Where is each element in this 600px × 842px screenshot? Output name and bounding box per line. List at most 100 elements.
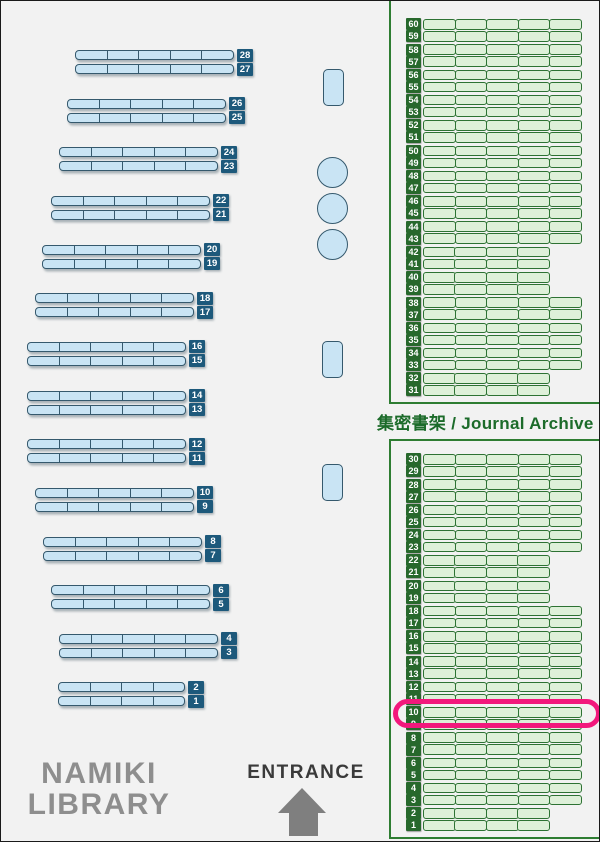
shelf-segment [517,373,551,384]
shelf-segment [423,466,456,477]
shelf-segment [486,359,519,371]
shelf-segment [549,732,582,743]
shelf-segment [454,541,488,553]
shelf-number-badge: 14 [189,389,205,403]
shelf-segment [138,245,170,254]
shelf-segment [517,347,551,359]
archive-number-badge: 48 [406,170,421,182]
shelf-segment [108,51,140,59]
shelf-segment [454,106,488,118]
shelf-segment [186,148,217,156]
shelf-segment [423,504,456,516]
shelf-row-highlighted [423,707,582,718]
shelf-segment [155,148,187,157]
shelf-segment [549,757,582,769]
archive-number-badge: 58 [406,43,421,56]
shelf-segment [517,246,551,258]
shelf-segment [486,69,519,81]
shelf-row [423,233,582,244]
shelf-segment [76,551,108,560]
pillar-rectangle [323,69,344,106]
archive-number-badge: 20 [406,579,421,592]
shelf-segment [454,208,488,219]
shelf-segment [549,466,582,477]
shelf-segment [486,757,519,769]
shelf-segment [138,259,170,268]
shelf-segment [194,114,225,122]
shelf-segment [517,272,551,283]
shelf-segment [423,373,456,384]
shelf-segment [549,145,582,156]
shelf-segment [115,586,147,595]
shelf-segment [454,466,488,477]
shelf-segment [486,466,519,477]
shelf-segment [107,551,139,560]
shelf-segment [549,744,582,755]
shelf-segment [517,466,551,477]
shelf-row [43,536,202,547]
shelf-segment [517,617,551,629]
shelf-row [423,385,551,396]
shelf-segment [454,808,488,819]
shelf-number-badge: 11 [189,451,205,465]
shelf-row [423,284,551,295]
archive-number-badge: 14 [406,655,421,668]
shelf-segment [549,182,582,194]
shelf-row [423,681,582,693]
shelf-segment [486,631,519,642]
shelf-segment [423,808,456,819]
shelf-segment [517,359,551,371]
shelf-segment [517,567,551,578]
shelf-row [423,359,582,371]
shelf-segment [454,794,488,806]
shelf-segment [154,392,185,400]
shelf-row [27,404,186,415]
shelf-segment [123,648,155,657]
shelf-segment [163,113,195,122]
shelf-number-badge: 17 [197,305,213,319]
shelf-segment [517,580,551,591]
shelf-segment [36,308,68,317]
shelf-segment [454,94,488,106]
shelf-row [423,347,582,359]
archive-number-badge: 26 [406,503,421,516]
shelf-segment [517,182,551,194]
shelf-segment [423,782,456,794]
shelf-row [59,147,218,158]
archive-number-badge: 46 [406,195,421,208]
shelf-segment [517,782,551,794]
shelf-segment [28,454,60,463]
shelf-segment [454,529,488,541]
shelf-segment [517,297,551,308]
shelf-segment [486,309,519,320]
shelf-segment [517,681,551,693]
shelf-row [423,516,582,528]
shelf-segment [423,555,456,566]
shelf-segment [423,170,456,182]
shelf-row [59,633,218,644]
shelf-segment [549,794,582,806]
shelf-segment [147,210,179,219]
archive-number-badge: 50 [406,144,421,157]
shelf-segment [485,592,519,603]
archive-number-badge: 51 [406,131,421,144]
shelf-segment [423,157,456,168]
shelf-segment [517,757,551,769]
shelf-number-badge: 10 [197,486,213,500]
archive-number-badge: 17 [406,617,421,629]
shelf-segment [454,56,488,67]
shelf-segment [186,649,217,657]
shelf-segment [423,454,456,465]
shelf-row [423,580,551,591]
shelf-segment [549,19,582,30]
shelf-segment [486,145,519,156]
shelf-row [423,567,551,578]
shelf-segment [517,208,551,219]
arrow-up-icon [278,788,326,813]
shelf-segment [44,537,76,546]
shelf-segment [91,697,122,706]
shelf-segment [549,516,582,528]
shelf-segment [122,683,154,692]
shelf-segment [517,69,551,81]
shelf-number-badge: 23 [221,159,237,173]
